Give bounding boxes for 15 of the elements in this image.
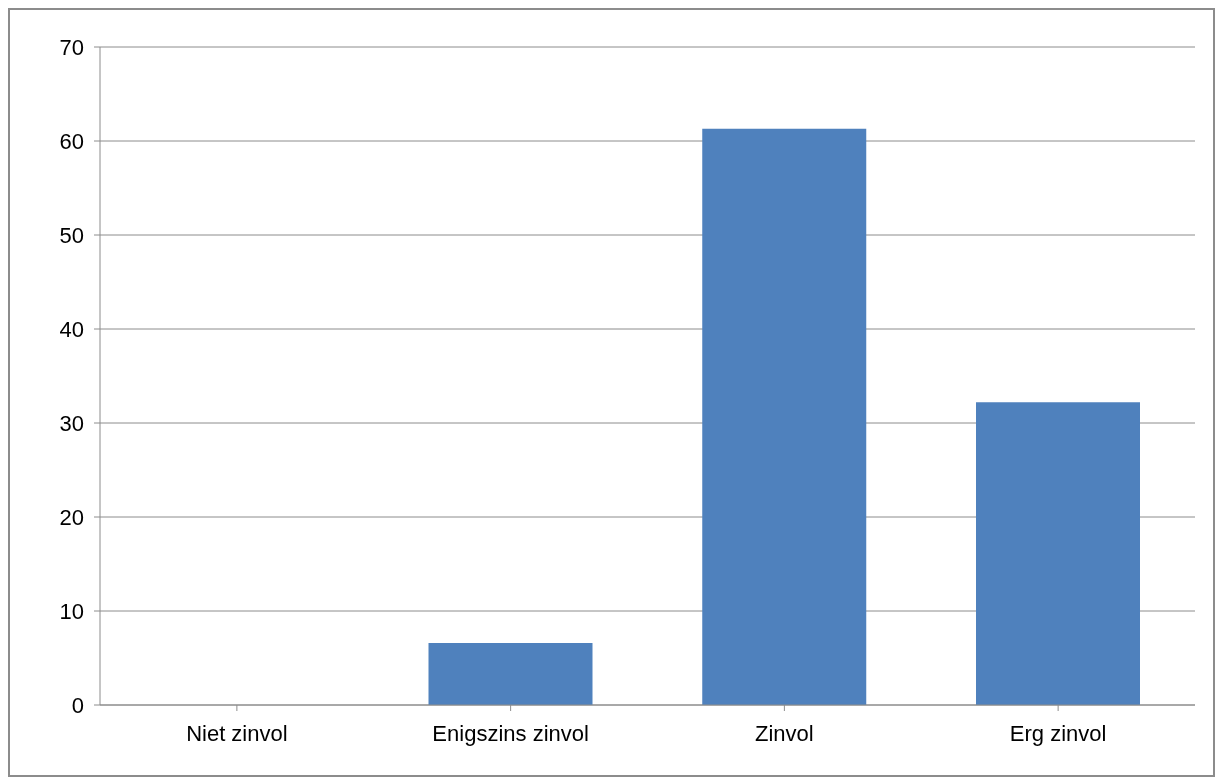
y-tick-label: 60 [59,128,84,154]
y-tick-label: 40 [59,316,84,342]
y-tick-label: 0 [71,692,84,718]
x-tick-label: Zinvol [755,720,814,746]
y-tick-label: 20 [59,504,84,530]
bar [976,402,1140,705]
bar [428,642,593,705]
y-tick-label: 70 [59,34,84,60]
y-tick-label: 10 [59,598,84,624]
x-tick-label: Niet zinvol [186,720,288,746]
x-tick-label: Erg zinvol [1009,720,1107,746]
y-tick-label: 30 [59,410,84,436]
x-tick-label: Enigszins zinvol [432,720,589,746]
bar [702,128,867,705]
y-tick-label: 50 [59,222,84,248]
